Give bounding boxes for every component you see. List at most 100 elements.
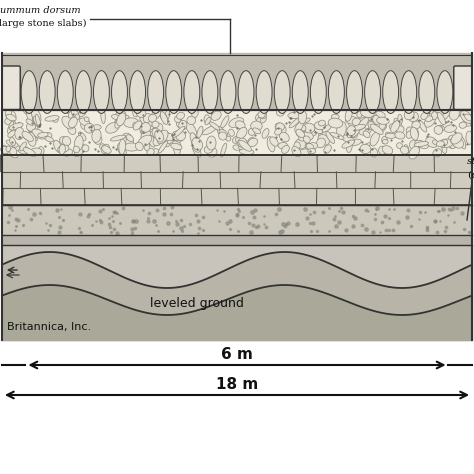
Ellipse shape <box>410 140 419 150</box>
Ellipse shape <box>186 122 196 136</box>
Ellipse shape <box>358 118 368 123</box>
Ellipse shape <box>152 121 159 128</box>
Ellipse shape <box>163 110 170 124</box>
Ellipse shape <box>462 122 471 126</box>
Ellipse shape <box>118 143 123 150</box>
Ellipse shape <box>347 126 356 136</box>
Ellipse shape <box>5 118 12 125</box>
Ellipse shape <box>176 119 184 128</box>
Ellipse shape <box>27 125 38 132</box>
Ellipse shape <box>173 126 185 137</box>
Ellipse shape <box>82 145 89 152</box>
Ellipse shape <box>385 133 396 138</box>
Ellipse shape <box>160 111 168 125</box>
Ellipse shape <box>267 137 275 152</box>
Ellipse shape <box>210 122 220 130</box>
Ellipse shape <box>106 123 119 133</box>
Ellipse shape <box>142 125 149 131</box>
Ellipse shape <box>119 139 126 155</box>
Ellipse shape <box>303 123 315 133</box>
Ellipse shape <box>152 128 162 139</box>
Ellipse shape <box>31 109 41 124</box>
Ellipse shape <box>276 123 284 131</box>
Ellipse shape <box>376 117 389 124</box>
Ellipse shape <box>133 122 138 128</box>
Ellipse shape <box>136 142 143 151</box>
Ellipse shape <box>363 131 370 137</box>
Ellipse shape <box>292 146 301 157</box>
Ellipse shape <box>352 118 361 126</box>
Ellipse shape <box>59 145 65 155</box>
Ellipse shape <box>292 71 308 113</box>
Ellipse shape <box>319 120 325 126</box>
Ellipse shape <box>270 137 278 146</box>
Ellipse shape <box>450 139 463 145</box>
Ellipse shape <box>197 126 203 138</box>
Ellipse shape <box>38 146 44 155</box>
Ellipse shape <box>26 119 34 125</box>
Ellipse shape <box>442 144 447 154</box>
Ellipse shape <box>52 116 58 122</box>
Ellipse shape <box>116 110 126 118</box>
Ellipse shape <box>238 71 254 113</box>
Ellipse shape <box>144 140 150 151</box>
Ellipse shape <box>299 149 311 155</box>
Ellipse shape <box>433 140 438 145</box>
Ellipse shape <box>419 71 435 113</box>
Ellipse shape <box>160 113 167 120</box>
Ellipse shape <box>239 140 251 151</box>
Ellipse shape <box>274 71 290 113</box>
Ellipse shape <box>331 114 339 119</box>
Ellipse shape <box>361 109 374 118</box>
Ellipse shape <box>248 128 255 136</box>
Ellipse shape <box>5 148 18 158</box>
Ellipse shape <box>383 71 399 113</box>
Ellipse shape <box>433 112 441 118</box>
Ellipse shape <box>148 114 156 122</box>
Ellipse shape <box>211 111 221 120</box>
Ellipse shape <box>153 123 163 133</box>
Ellipse shape <box>141 129 151 144</box>
Ellipse shape <box>148 135 155 147</box>
Ellipse shape <box>18 146 30 154</box>
Ellipse shape <box>202 71 218 113</box>
Ellipse shape <box>434 126 443 134</box>
Ellipse shape <box>123 118 139 128</box>
Ellipse shape <box>155 130 164 142</box>
Ellipse shape <box>20 142 27 151</box>
Text: 18 m: 18 m <box>216 377 258 392</box>
Ellipse shape <box>74 136 83 151</box>
Ellipse shape <box>152 108 161 119</box>
Ellipse shape <box>282 146 289 154</box>
Ellipse shape <box>115 116 129 124</box>
Ellipse shape <box>101 108 105 124</box>
Text: Britannica, Inc.: Britannica, Inc. <box>7 322 91 332</box>
Ellipse shape <box>192 109 198 118</box>
Ellipse shape <box>204 145 213 153</box>
Ellipse shape <box>324 145 331 153</box>
Ellipse shape <box>368 121 376 130</box>
Ellipse shape <box>62 116 74 129</box>
Ellipse shape <box>1 146 9 154</box>
Ellipse shape <box>349 121 358 129</box>
Ellipse shape <box>9 123 23 130</box>
Ellipse shape <box>314 121 326 130</box>
Ellipse shape <box>126 135 134 142</box>
Ellipse shape <box>22 131 33 141</box>
Ellipse shape <box>78 109 86 117</box>
Ellipse shape <box>137 135 152 147</box>
Ellipse shape <box>454 136 462 143</box>
Ellipse shape <box>337 122 346 137</box>
Ellipse shape <box>371 148 377 157</box>
Ellipse shape <box>174 133 183 142</box>
Ellipse shape <box>117 113 126 126</box>
Ellipse shape <box>346 71 363 113</box>
Ellipse shape <box>299 136 306 141</box>
Ellipse shape <box>401 146 409 154</box>
Ellipse shape <box>442 108 451 120</box>
Ellipse shape <box>294 142 301 149</box>
Ellipse shape <box>171 136 177 141</box>
Ellipse shape <box>412 119 419 126</box>
Ellipse shape <box>173 143 181 155</box>
Ellipse shape <box>235 121 245 129</box>
